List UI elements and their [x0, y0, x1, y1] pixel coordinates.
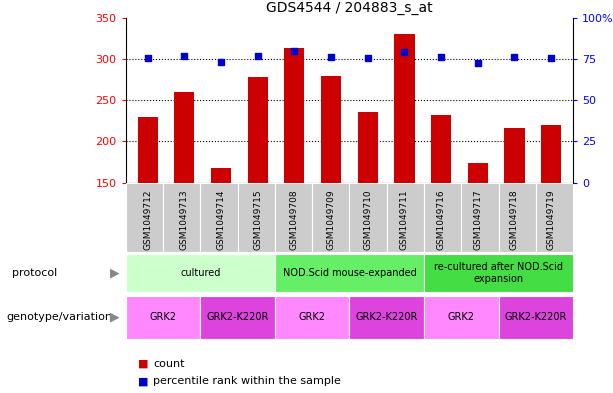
- Text: ■: ■: [138, 358, 148, 369]
- Point: [143, 55, 153, 61]
- Bar: [431, 115, 451, 183]
- Point: [253, 53, 262, 59]
- Bar: [163, 183, 200, 252]
- Point: [473, 60, 482, 66]
- Bar: [468, 163, 488, 183]
- Point: [436, 54, 446, 61]
- Bar: [126, 183, 163, 252]
- Text: GSM1049711: GSM1049711: [400, 190, 409, 250]
- Text: GSM1049718: GSM1049718: [510, 190, 519, 250]
- Bar: [137, 117, 158, 183]
- Bar: [536, 183, 573, 252]
- Bar: [211, 168, 231, 183]
- Text: GSM1049712: GSM1049712: [143, 190, 152, 250]
- Bar: [238, 183, 275, 252]
- Text: GSM1049709: GSM1049709: [327, 190, 335, 250]
- Bar: [387, 183, 424, 252]
- Bar: [498, 183, 536, 252]
- Text: re-cultured after NOD.Scid
expansion: re-cultured after NOD.Scid expansion: [434, 263, 563, 284]
- Bar: [349, 296, 424, 339]
- Text: protocol: protocol: [12, 268, 58, 278]
- Point: [363, 55, 373, 61]
- Title: GDS4544 / 204883_s_at: GDS4544 / 204883_s_at: [266, 1, 433, 15]
- Point: [216, 59, 226, 65]
- Point: [546, 55, 556, 61]
- Text: count: count: [153, 358, 185, 369]
- Text: GRK2-K220R: GRK2-K220R: [207, 312, 268, 322]
- Text: GSM1049714: GSM1049714: [216, 190, 226, 250]
- Bar: [424, 183, 462, 252]
- Bar: [200, 296, 275, 339]
- Bar: [321, 76, 341, 183]
- Bar: [275, 183, 312, 252]
- Point: [326, 54, 336, 61]
- Point: [400, 49, 409, 55]
- Bar: [126, 296, 200, 339]
- Bar: [462, 183, 498, 252]
- Text: GSM1049717: GSM1049717: [473, 190, 482, 250]
- Text: NOD.Scid mouse-expanded: NOD.Scid mouse-expanded: [283, 268, 416, 278]
- Text: GRK2: GRK2: [447, 312, 475, 322]
- Bar: [126, 254, 275, 292]
- Bar: [349, 183, 387, 252]
- Text: GRK2-K220R: GRK2-K220R: [504, 312, 567, 322]
- Point: [180, 53, 189, 59]
- Bar: [424, 254, 573, 292]
- Bar: [357, 112, 378, 183]
- Text: percentile rank within the sample: percentile rank within the sample: [153, 376, 341, 386]
- Bar: [284, 48, 305, 183]
- Text: genotype/variation: genotype/variation: [6, 312, 112, 322]
- Point: [289, 48, 299, 54]
- Text: ■: ■: [138, 376, 148, 386]
- Bar: [248, 77, 268, 183]
- Bar: [200, 183, 238, 252]
- Text: GSM1049710: GSM1049710: [364, 190, 372, 250]
- Text: cultured: cultured: [180, 268, 221, 278]
- Text: GSM1049713: GSM1049713: [180, 190, 189, 250]
- Text: GSM1049708: GSM1049708: [290, 190, 299, 250]
- Bar: [174, 92, 194, 183]
- Bar: [541, 125, 562, 183]
- Text: ▶: ▶: [110, 311, 120, 324]
- Bar: [275, 254, 424, 292]
- Bar: [275, 296, 349, 339]
- Text: ▶: ▶: [110, 266, 120, 280]
- Bar: [312, 183, 349, 252]
- Text: GRK2: GRK2: [299, 312, 326, 322]
- Bar: [504, 128, 525, 183]
- Point: [509, 54, 519, 61]
- Text: GSM1049715: GSM1049715: [253, 190, 262, 250]
- Bar: [394, 34, 414, 183]
- Bar: [498, 296, 573, 339]
- Text: GSM1049719: GSM1049719: [547, 190, 555, 250]
- Text: GRK2-K220R: GRK2-K220R: [356, 312, 418, 322]
- Bar: [424, 296, 498, 339]
- Text: GRK2: GRK2: [150, 312, 177, 322]
- Text: GSM1049716: GSM1049716: [436, 190, 446, 250]
